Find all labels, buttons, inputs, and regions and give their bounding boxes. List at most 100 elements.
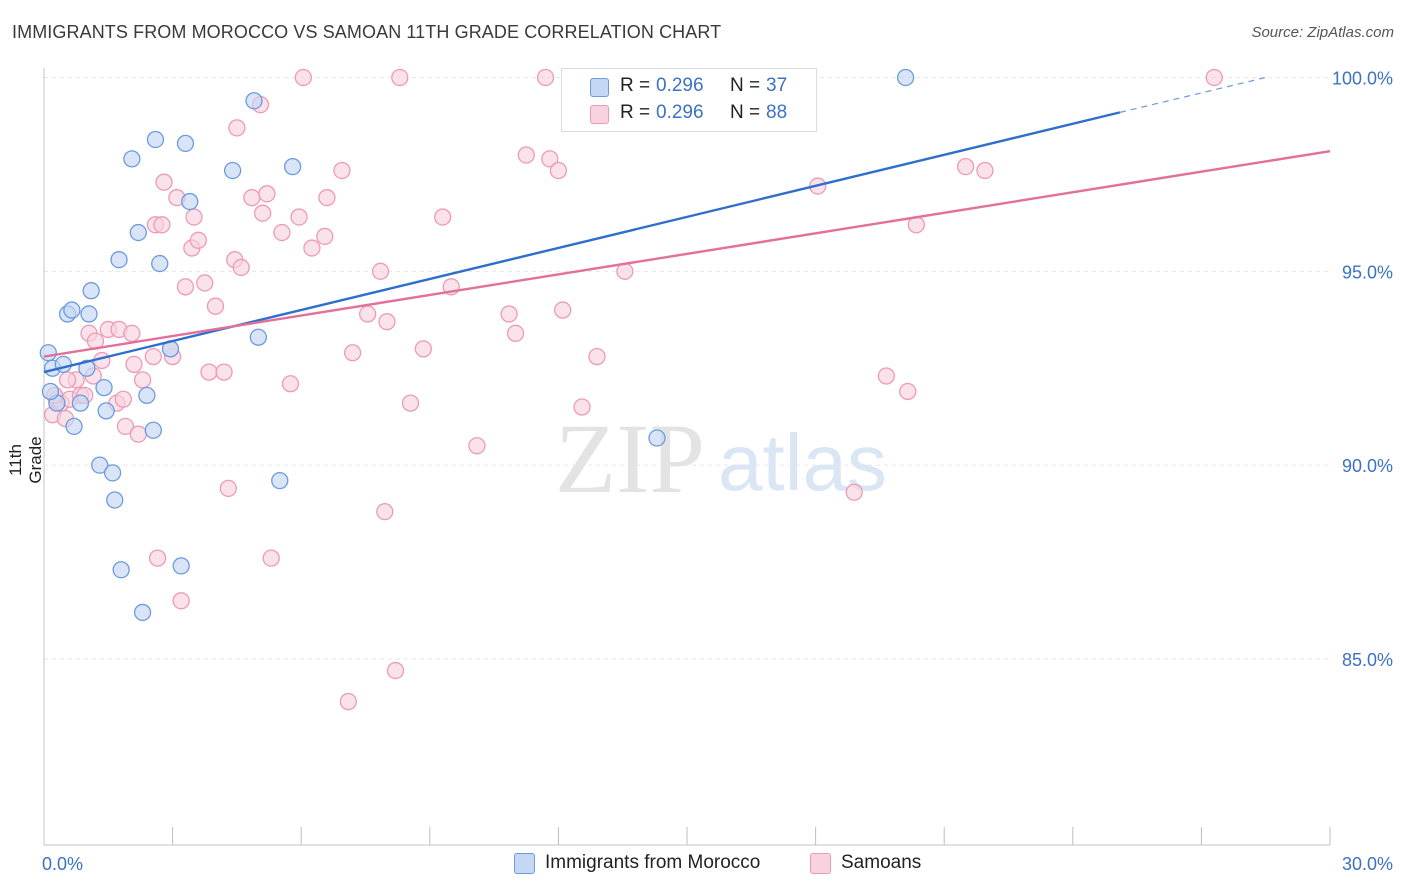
samoans-swatch: [590, 105, 609, 124]
y-tick-label: 85.0%: [1342, 650, 1393, 670]
r-value: 0.296: [656, 102, 704, 123]
samoans-point: [232, 258, 250, 277]
morocco-point: [95, 378, 113, 397]
samoans-point: [899, 382, 917, 401]
legend-swatch-samoans: [810, 853, 831, 874]
morocco-point: [245, 92, 263, 110]
samoans-point: [536, 68, 555, 87]
samoans-point: [155, 173, 173, 191]
samoans-point: [148, 549, 167, 567]
samoans-point: [185, 208, 203, 226]
samoans-point: [273, 223, 291, 242]
samoans-point: [215, 363, 233, 381]
morocco-point: [133, 603, 152, 622]
samoans-point: [378, 313, 396, 331]
samoans-trend-line: [43, 149, 1331, 358]
morocco-point: [41, 382, 60, 401]
samoans-point: [391, 68, 409, 87]
morocco-point: [176, 134, 195, 153]
morocco-point: [82, 282, 100, 300]
samoans-point: [956, 158, 975, 176]
morocco-point: [249, 328, 267, 346]
morocco-point: [181, 192, 199, 211]
morocco-point: [65, 417, 83, 436]
samoans-point: [316, 227, 334, 246]
legend-swatch-morocco: [514, 853, 535, 874]
morocco-point: [78, 359, 96, 377]
morocco-point: [129, 223, 147, 242]
samoans-point: [243, 189, 261, 207]
samoans-point: [153, 216, 171, 234]
samoans-point: [228, 119, 246, 137]
morocco-point: [146, 130, 165, 149]
samoans-point: [294, 68, 312, 87]
samoans-point: [506, 324, 525, 342]
samoans-point: [129, 425, 147, 443]
samoans-point: [176, 278, 195, 296]
x-tick-label: 0.0%: [42, 854, 83, 874]
samoans-point: [1205, 68, 1223, 87]
y-tick-label: 90.0%: [1342, 456, 1393, 476]
samoans-point: [845, 483, 863, 501]
x-tick-label: 30.0%: [1342, 854, 1393, 874]
samoans-point: [172, 592, 190, 610]
samoans-point: [114, 390, 132, 408]
samoans-point: [290, 208, 308, 226]
r-label: R =: [620, 102, 651, 123]
morocco-point: [648, 429, 666, 447]
morocco-point: [106, 491, 124, 509]
samoans-point: [339, 692, 358, 711]
samoans-point: [468, 437, 486, 455]
morocco-point: [80, 305, 98, 323]
samoans-point: [125, 355, 143, 373]
y-tick-label: 100.0%: [1332, 69, 1393, 89]
samoans-point: [189, 231, 207, 249]
legend-label-samoans: Samoans: [841, 852, 922, 873]
morocco-point: [112, 561, 130, 579]
morocco-swatch: [590, 78, 609, 97]
samoans-point: [877, 367, 895, 385]
trend-lines: [43, 76, 1331, 374]
samoans-point: [343, 344, 362, 362]
samoans-point: [588, 347, 606, 366]
n-label: N =: [730, 75, 761, 96]
samoans-point: [123, 324, 141, 342]
samoans-point: [258, 185, 276, 203]
samoans-point: [133, 371, 152, 389]
stats-box: R = 0.296 N = 37 R = 0.296 N = 88: [561, 68, 817, 132]
samoans-point: [333, 161, 351, 180]
legend-label-morocco: Immigrants from Morocco: [545, 852, 761, 873]
tick-labels: 85.0% 90.0% 95.0% 100.0% 0.0% 30.0%: [42, 69, 1393, 874]
samoans-point: [281, 375, 300, 393]
samoans-point: [500, 305, 518, 323]
morocco-points: [39, 68, 915, 622]
morocco-point: [39, 344, 57, 362]
samoans-point: [376, 502, 394, 521]
morocco-point: [138, 386, 156, 405]
samoans-point: [434, 208, 452, 226]
n-value: 37: [766, 75, 788, 96]
samoans-points: [43, 68, 1223, 711]
n-label: N =: [730, 102, 761, 123]
morocco-point: [896, 68, 915, 87]
samoans-point: [541, 150, 559, 168]
morocco-point: [271, 471, 289, 490]
morocco-point: [123, 150, 141, 168]
morocco-point: [63, 301, 81, 319]
n-value: 88: [766, 102, 788, 123]
samoans-point: [549, 161, 568, 180]
samoans-point: [262, 549, 280, 567]
samoans-point: [58, 371, 77, 389]
samoans-point: [573, 398, 591, 416]
samoans-point: [144, 347, 162, 366]
samoans-point: [303, 239, 321, 257]
morocco-point: [91, 456, 109, 474]
morocco-point: [110, 251, 128, 269]
samoans-point: [318, 189, 336, 207]
morocco-point: [144, 421, 162, 439]
morocco-point: [172, 557, 190, 575]
r-value: 0.296: [656, 75, 704, 96]
samoans-point: [976, 161, 994, 180]
watermark-zip: ZIP: [555, 403, 705, 514]
